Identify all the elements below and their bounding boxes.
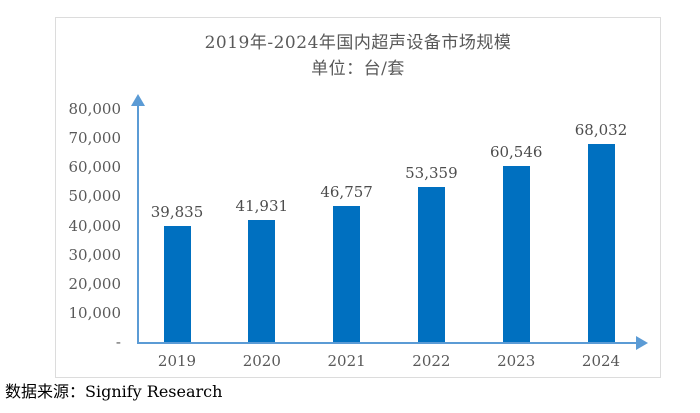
y-axis-tick-label: 60,000 bbox=[68, 158, 122, 177]
bar-2024 bbox=[587, 143, 615, 342]
y-axis-arrowhead bbox=[131, 94, 145, 106]
bar-2022 bbox=[417, 186, 445, 342]
x-axis-tick-label: 2023 bbox=[497, 352, 536, 370]
chart-title: 2019年-2024年国内超声设备市场规模 bbox=[204, 33, 512, 53]
x-axis-tick-label: 2021 bbox=[327, 352, 366, 370]
x-axis-line bbox=[137, 342, 638, 344]
bar-2023 bbox=[502, 165, 530, 342]
x-axis-tick-label: 2022 bbox=[412, 352, 451, 370]
bar-value-label: 60,546 bbox=[489, 142, 543, 161]
bar-2021 bbox=[333, 205, 361, 342]
data-source-caption: 数据来源：Signify Research bbox=[5, 382, 223, 401]
x-axis-tick-label: 2024 bbox=[581, 352, 621, 370]
y-axis-tick-label: 30,000 bbox=[68, 245, 122, 264]
bar-value-label: 46,757 bbox=[320, 182, 373, 201]
bar-value-label: 68,032 bbox=[574, 120, 628, 139]
bar-2019 bbox=[163, 225, 191, 342]
y-axis-tick-label: 80,000 bbox=[68, 100, 122, 118]
y-axis-tick-label: 20,000 bbox=[68, 274, 122, 293]
y-axis-tick-label: 40,000 bbox=[68, 216, 122, 235]
bar-2020 bbox=[248, 219, 276, 342]
chart-subtitle: 单位：台/套 bbox=[311, 59, 405, 79]
plot-area: - 10,000 20,000 30,000 40,000 50,000 60,000 70,… bbox=[56, 18, 660, 377]
y-axis-line bbox=[137, 104, 139, 344]
x-axis-tick-label: 2020 bbox=[242, 352, 281, 370]
bar-value-label: 39,835 bbox=[150, 202, 204, 221]
y-axis-tick-label: 10,000 bbox=[68, 303, 122, 322]
chart-container: 2019年-2024年国内超声设备市场规模 单位：台/套 - 10,000 20,0… bbox=[55, 17, 661, 378]
y-axis-tick-label: 50,000 bbox=[68, 187, 122, 206]
x-axis-arrowhead bbox=[636, 336, 648, 350]
x-axis-tick-label: 2019 bbox=[157, 352, 197, 370]
y-axis-tick-label: - bbox=[115, 333, 121, 351]
y-axis-tick-label: 70,000 bbox=[68, 129, 122, 148]
bar-value-label: 41,931 bbox=[235, 196, 289, 215]
bar-value-label: 53,359 bbox=[405, 163, 458, 182]
